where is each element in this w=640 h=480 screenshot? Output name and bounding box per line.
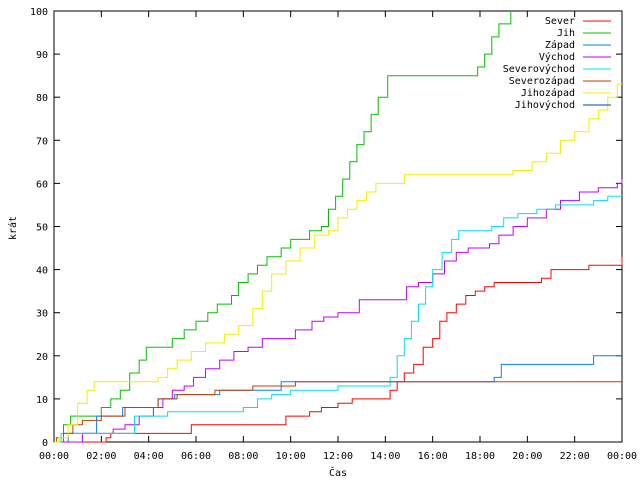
legend: SeverJihZápadVýchodSeverovýchodSeverozáp… bbox=[503, 16, 611, 111]
x-tick-label: 14:00 bbox=[370, 451, 400, 462]
series-layer bbox=[54, 11, 623, 443]
x-tick-label: 22:00 bbox=[560, 451, 590, 462]
y-tick-label: 80 bbox=[36, 93, 48, 104]
y-tick-label: 90 bbox=[36, 50, 48, 61]
y-tick-label: 0 bbox=[42, 438, 48, 449]
x-tick-label: 08:00 bbox=[228, 451, 258, 462]
series-line bbox=[54, 83, 622, 443]
legend-label: Sever bbox=[545, 16, 575, 27]
x-axis-label: Čas bbox=[329, 466, 347, 479]
x-tick-label: 18:00 bbox=[465, 451, 495, 462]
y-tick-label: 40 bbox=[36, 266, 48, 277]
x-tick-label: 10:00 bbox=[276, 451, 306, 462]
y-tick-label: 10 bbox=[36, 395, 48, 406]
legend-label: Jihozápad bbox=[521, 87, 575, 99]
y-tick-label: 30 bbox=[36, 309, 48, 320]
legend-label: Jihovýchod bbox=[515, 99, 575, 111]
series-line bbox=[54, 195, 622, 443]
series-line bbox=[54, 381, 622, 443]
legend-label: Severozápad bbox=[509, 75, 575, 87]
legend-label: Západ bbox=[545, 39, 575, 51]
y-tick-label: 50 bbox=[36, 223, 48, 234]
legend-label: Jih bbox=[557, 28, 575, 39]
y-tick-label: 100 bbox=[30, 7, 48, 18]
series-line bbox=[54, 256, 623, 443]
legend-label: Severovýchod bbox=[503, 63, 575, 75]
x-tick-label: 02:00 bbox=[86, 451, 116, 462]
y-tick-label: 20 bbox=[36, 352, 48, 363]
y-tick-label: 70 bbox=[36, 136, 48, 147]
series-line bbox=[54, 355, 622, 443]
x-tick-label: 16:00 bbox=[418, 451, 448, 462]
x-tick-label: 00:00 bbox=[39, 451, 69, 462]
series-line bbox=[54, 11, 512, 443]
legend-label: Východ bbox=[539, 51, 575, 63]
x-tick-label: 00:00 bbox=[607, 451, 637, 462]
x-tick-label: 06:00 bbox=[181, 451, 211, 462]
y-axis-label: krát bbox=[7, 216, 19, 240]
x-tick-label: 04:00 bbox=[134, 451, 164, 462]
x-tick-label: 20:00 bbox=[512, 451, 542, 462]
x-tick-label: 12:00 bbox=[323, 451, 353, 462]
axis-ticks: 0 10 20 30 40 50 60 70 80 90 100 00:00 02:00 04:00 06:… bbox=[30, 7, 637, 462]
y-tick-label: 60 bbox=[36, 179, 48, 190]
